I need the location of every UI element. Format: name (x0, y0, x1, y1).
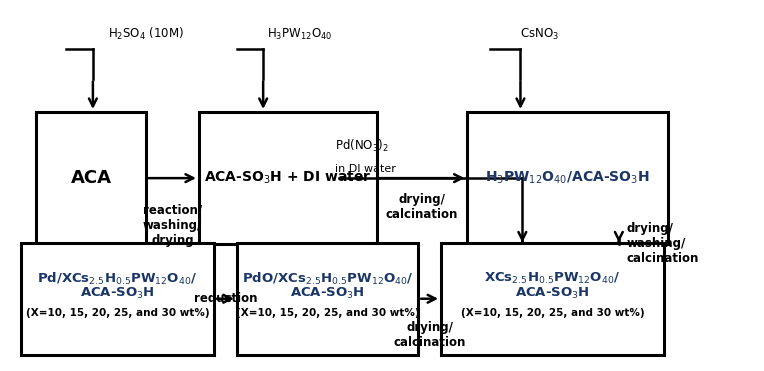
Text: drying/
calcination: drying/ calcination (393, 321, 466, 349)
Text: Pd(NO$_3$)$_2$: Pd(NO$_3$)$_2$ (335, 138, 389, 154)
Bar (237, 243, 419, 355)
Text: H$_3$PW$_{12}$O$_{40}$: H$_3$PW$_{12}$O$_{40}$ (267, 27, 332, 42)
Text: reaction/
washing/
drying: reaction/ washing/ drying (143, 204, 202, 247)
Bar (36, 112, 146, 244)
Text: Pd/XCs$_{2.5}$H$_{0.5}$PW$_{12}$O$_{40}$/: Pd/XCs$_{2.5}$H$_{0.5}$PW$_{12}$O$_{40}$… (37, 270, 198, 286)
Text: (X=10, 15, 20, 25, and 30 wt%): (X=10, 15, 20, 25, and 30 wt%) (461, 308, 644, 318)
Text: reduction: reduction (193, 292, 257, 305)
Bar (468, 112, 668, 244)
Text: H$_3$PW$_{12}$O$_{40}$/ACA-SO$_3$H: H$_3$PW$_{12}$O$_{40}$/ACA-SO$_3$H (485, 170, 650, 186)
Bar (21, 243, 214, 355)
Text: ACA: ACA (70, 169, 112, 187)
Text: drying/
washing/
calcination: drying/ washing/ calcination (626, 222, 699, 265)
Text: ACA-SO$_3$H: ACA-SO$_3$H (515, 286, 590, 301)
Text: PdO/XCs$_{2.5}$H$_{0.5}$PW$_{12}$O$_{40}$/: PdO/XCs$_{2.5}$H$_{0.5}$PW$_{12}$O$_{40}… (241, 270, 413, 286)
Text: (X=10, 15, 20, 25, and 30 wt%): (X=10, 15, 20, 25, and 30 wt%) (235, 308, 419, 318)
Text: H$_2$SO$_4$ (10M): H$_2$SO$_4$ (10M) (108, 26, 184, 42)
Text: (X=10, 15, 20, 25, and 30 wt%): (X=10, 15, 20, 25, and 30 wt%) (26, 308, 209, 318)
Bar (199, 112, 377, 244)
Text: ACA-SO$_3$H: ACA-SO$_3$H (80, 286, 155, 301)
Text: CsNO$_3$: CsNO$_3$ (520, 27, 559, 42)
Text: ACA-SO$_3$H: ACA-SO$_3$H (290, 286, 365, 301)
Text: in DI water: in DI water (335, 164, 396, 174)
Text: drying/
calcination: drying/ calcination (386, 193, 458, 221)
Bar (441, 243, 664, 355)
Text: XCs$_{2.5}$H$_{0.5}$PW$_{12}$O$_{40}$/: XCs$_{2.5}$H$_{0.5}$PW$_{12}$O$_{40}$/ (484, 271, 621, 286)
Text: ACA-SO$_3$H + DI water: ACA-SO$_3$H + DI water (204, 170, 371, 186)
